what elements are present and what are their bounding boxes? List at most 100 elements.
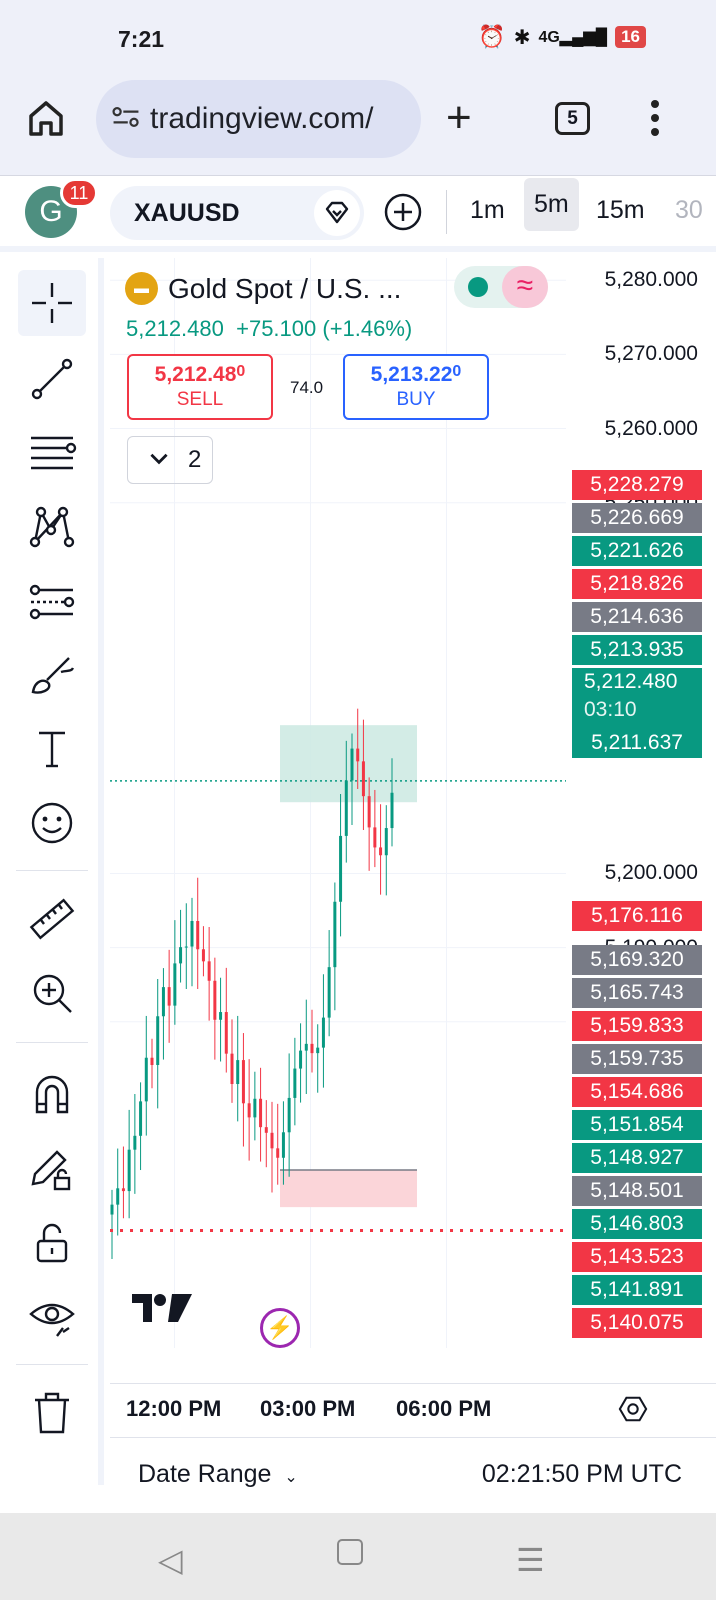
tradingview-logo-icon[interactable] [132, 1292, 192, 1329]
zoom-in-icon[interactable] [18, 960, 86, 1026]
candle-body [367, 796, 371, 828]
price-tag: 5,226.669 [572, 503, 702, 533]
brush-icon[interactable] [18, 642, 86, 708]
magnet-icon[interactable] [18, 1062, 86, 1128]
timeframe-5m[interactable]: 5m [524, 178, 579, 231]
time-label: 06:00 PM [396, 1396, 492, 1421]
symbol-description: Gold Spot / U.S. ... [168, 272, 402, 304]
chevron-down-icon [146, 445, 172, 478]
system-navigation-bar: ◁ ☰ [0, 1513, 716, 1600]
price-tag: 5,213.935 [572, 635, 702, 665]
diamond-icon[interactable] [314, 190, 360, 236]
candle-body [253, 1098, 257, 1118]
bar-countdown: 03:10 [584, 698, 637, 721]
price-tag: 5,211.637 [572, 728, 702, 758]
sell-price: 5,212.48 [154, 363, 237, 386]
time-label: 03:00 PM [260, 1396, 356, 1421]
ruler-icon[interactable] [18, 886, 86, 952]
price-axis-label: 5,270.000 [604, 342, 698, 366]
price-tag: 5,154.686 [572, 1077, 702, 1107]
home-icon[interactable] [26, 98, 66, 138]
compare-add-icon[interactable] [383, 192, 423, 232]
trend-line-icon[interactable] [18, 346, 86, 412]
price-tag: 5,140.075 [572, 1308, 702, 1338]
stay-drawing-mode-icon[interactable] [18, 1136, 86, 1202]
candle-body [133, 1135, 137, 1150]
buy-price: 5,213.22 [370, 363, 453, 386]
price-tag: 5,151.854 [572, 1110, 702, 1140]
candle-body [310, 1043, 314, 1054]
recents-menu-icon[interactable]: ☰ [516, 1542, 545, 1578]
timeframe-15m[interactable]: 15m [596, 196, 645, 224]
candle-body [339, 835, 343, 902]
candle-body [219, 1012, 223, 1020]
home-square-icon[interactable] [337, 1539, 363, 1565]
toolbar-separator [16, 1364, 88, 1365]
price-tag: 5,165.743 [572, 978, 702, 1008]
lock-drawings-icon[interactable] [18, 1210, 86, 1276]
timeframe-30m[interactable]: 30 [675, 196, 703, 224]
back-icon[interactable]: ◁ [158, 1542, 183, 1578]
price-tag: 5,214.636 [572, 602, 702, 632]
price-axis[interactable]: 5,280.0005,270.0005,260.0005,250.0005,20… [566, 258, 716, 1348]
browser-toolbar: tradingview.com/ + 5 [0, 78, 716, 176]
fib-retracement-icon[interactable] [18, 420, 86, 486]
signal-icon: 4G▂▄▆█ [538, 29, 608, 46]
buy-button[interactable]: 5,213.220 BUY [343, 354, 489, 420]
forecast-icon[interactable] [18, 568, 86, 634]
chart-settings-icon[interactable] [618, 1394, 648, 1429]
price-tag: 5,148.927 [572, 1143, 702, 1173]
date-range-button[interactable]: Date Range ⌄ [138, 1460, 298, 1489]
position-loss-zone [280, 1170, 417, 1208]
trash-icon[interactable] [18, 1380, 86, 1446]
alarm-icon: ⏰ [478, 24, 506, 49]
symbol-search-button[interactable]: XAUUSD [110, 186, 364, 240]
sell-label: SELL [176, 389, 224, 410]
toolbar-divider [446, 190, 447, 234]
candle-body [327, 967, 331, 1018]
bluetooth-icon: ✱ [513, 26, 531, 49]
candle-body [224, 1012, 228, 1054]
hide-drawings-icon[interactable] [18, 1284, 86, 1350]
chart-bottom-bar: Date Range ⌄ 02:21:50 PM UTC [110, 1437, 716, 1513]
pattern-xabcd-icon[interactable] [18, 494, 86, 560]
price-tag: 5,143.523 [572, 1242, 702, 1272]
status-icons: ⏰ ✱ 4G▂▄▆█ 16 [478, 24, 646, 50]
candle-body [173, 963, 177, 1006]
address-bar[interactable]: tradingview.com/ [96, 80, 421, 158]
candle-body [379, 847, 383, 856]
legend-price-change: 5,212.480 +75.100 (+1.46%) [126, 316, 412, 342]
spread-value: 74.0 [290, 378, 324, 397]
utc-clock[interactable]: 02:21:50 PM UTC [481, 1460, 682, 1488]
emoji-icon[interactable] [18, 790, 86, 856]
more-menu-icon[interactable] [650, 100, 660, 141]
status-bar: 7:21 ⏰ ✱ 4G▂▄▆█ 16 [0, 0, 716, 78]
grid-line [310, 258, 311, 1348]
candle-body [333, 901, 337, 968]
timeframe-1m[interactable]: 1m [470, 196, 505, 224]
candle-body [321, 1017, 325, 1048]
candle-body [190, 920, 194, 947]
candle-body [316, 1047, 320, 1054]
legend-title[interactable]: ▬ Gold Spot / U.S. ... [125, 272, 401, 305]
candle-body [110, 1204, 114, 1215]
chart-pane[interactable]: ▬ Gold Spot / U.S. ... ≈ 5,212.480 +75.1… [110, 258, 716, 1383]
candle-body [247, 1103, 251, 1118]
candle-body [167, 987, 171, 1006]
new-tab-icon[interactable]: + [446, 93, 472, 142]
market-status-pill[interactable]: ≈ [454, 266, 548, 308]
date-range-label: Date Range [138, 1460, 272, 1488]
site-settings-icon[interactable] [110, 103, 142, 136]
indicators-collapse-button[interactable]: 2 [127, 436, 213, 484]
candle-body [161, 987, 165, 1017]
candle-body [144, 1057, 148, 1102]
lightning-icon[interactable]: ⚡ [260, 1308, 300, 1348]
sell-button[interactable]: 5,212.480 SELL [127, 354, 273, 420]
tab-switcher-button[interactable]: 5 [555, 102, 590, 135]
time-axis[interactable]: 12:00 PM 03:00 PM 06:00 PM [110, 1383, 716, 1435]
last-price: 5,212.480 [126, 316, 224, 341]
candle-body [150, 1057, 154, 1066]
drawing-toolbar [0, 258, 104, 1485]
text-icon[interactable] [18, 716, 86, 782]
crosshair-icon[interactable] [18, 270, 86, 336]
